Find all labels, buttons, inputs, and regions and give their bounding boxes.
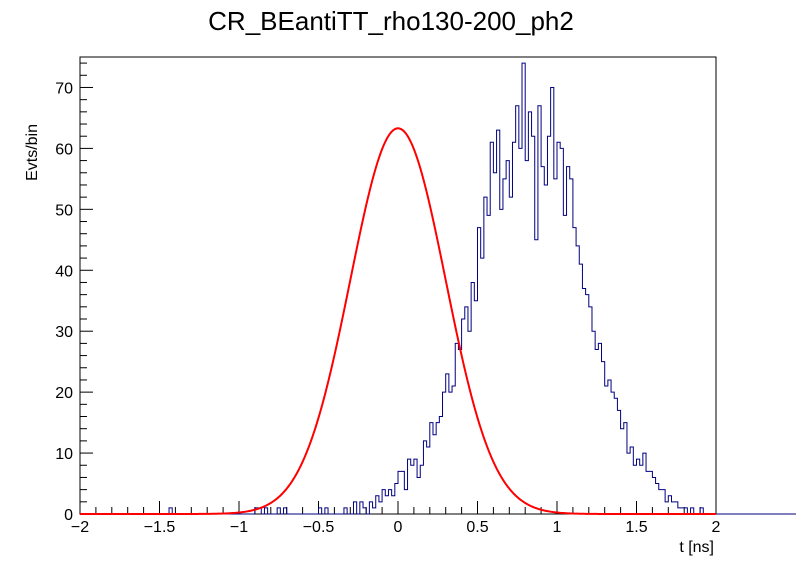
- histogram-bin: [481, 258, 484, 514]
- histogram-bin: [512, 142, 515, 514]
- histogram-bin: [544, 185, 547, 514]
- y-tick-label: 20: [55, 385, 73, 402]
- gaussian-fit-line: [80, 127, 716, 515]
- x-tick-label: −2: [71, 519, 89, 536]
- y-tick-label: 30: [55, 324, 73, 341]
- histogram-bin: [525, 161, 528, 514]
- histogram-bin: [579, 264, 582, 514]
- histogram-bin: [589, 307, 592, 514]
- chart-title: CR_BEantiTT_rho130-200_ph2: [208, 6, 574, 36]
- histogram-bin: [608, 380, 611, 514]
- y-tick-label: 10: [55, 446, 73, 463]
- histogram-bin: [554, 179, 557, 514]
- histogram-bin: [506, 161, 509, 514]
- histogram-bin: [582, 289, 585, 514]
- histogram-bin: [614, 398, 617, 514]
- y-tick-label: 0: [64, 507, 73, 524]
- histogram-bin: [433, 435, 436, 514]
- histogram-bin: [503, 179, 506, 514]
- x-tick-label: −1.5: [144, 519, 176, 536]
- x-tick-label: −0.5: [303, 519, 335, 536]
- histogram-bin: [595, 349, 598, 514]
- histogram-bin: [519, 148, 522, 514]
- x-tick-label: 0: [394, 519, 403, 536]
- x-tick-label: −1: [230, 519, 248, 536]
- x-tick-label: 1.5: [625, 519, 647, 536]
- histogram-bin: [567, 167, 570, 514]
- histogram-bin: [563, 215, 566, 514]
- y-axis-title: Evts/bin: [24, 124, 41, 181]
- histogram-bin: [541, 167, 544, 514]
- histogram-series: [80, 62, 796, 515]
- histogram-bin: [576, 246, 579, 514]
- histogram-bin: [458, 349, 461, 514]
- y-tick-label: 60: [55, 141, 73, 158]
- y-axis: 0 10 20 30 40 50 60 70: [55, 62, 93, 524]
- x-tick-label: 0.5: [466, 519, 488, 536]
- x-tick-label: 2: [712, 519, 721, 536]
- histogram-bin: [439, 417, 442, 514]
- histogram-bin: [640, 465, 643, 514]
- histogram-bin: [659, 490, 662, 514]
- histogram-bin: [427, 447, 430, 514]
- histogram-bin: [535, 240, 538, 514]
- fit-series: [80, 127, 716, 515]
- histogram-bin: [465, 307, 468, 514]
- histogram-bin: [671, 502, 674, 514]
- histogram-bin: [487, 215, 490, 514]
- histogram-bin: [404, 490, 407, 514]
- y-tick-label: 40: [55, 263, 73, 280]
- histogram-bin: [528, 112, 531, 514]
- histogram-bin: [621, 429, 624, 514]
- histogram-bin: [605, 386, 608, 514]
- histogram-bin: [557, 142, 560, 514]
- histogram-bin: [468, 331, 471, 514]
- histogram-bin: [627, 453, 630, 514]
- histogram-bin: [598, 343, 601, 514]
- histogram-bin: [452, 386, 455, 514]
- histogram-bin: [586, 295, 589, 514]
- histogram-bin: [500, 209, 503, 514]
- histogram-bin: [570, 179, 573, 514]
- histogram-bin: [392, 496, 395, 514]
- plot-frame: [79, 56, 717, 515]
- histogram-bin: [385, 496, 388, 514]
- histogram-bin: [573, 228, 576, 514]
- histogram-bin: [446, 374, 449, 514]
- histogram-bin: [592, 331, 595, 514]
- y-tick-label: 50: [55, 202, 73, 219]
- x-axis: −2 −1.5 −1 −0.5 0 0.5 1 1.5 2: [71, 501, 721, 536]
- histogram-bin: [611, 392, 614, 514]
- histogram-bin: [509, 197, 512, 514]
- histogram-outline: [80, 62, 796, 515]
- histogram-bin: [646, 471, 649, 514]
- histogram-bin: [547, 136, 550, 514]
- histogram-bin: [516, 106, 519, 514]
- x-tick-label: 1: [553, 519, 562, 536]
- histogram-bin: [436, 423, 439, 514]
- histogram-bin: [449, 392, 452, 514]
- y-tick-label: 70: [55, 80, 73, 97]
- histogram-bin: [373, 508, 376, 514]
- histogram-bin: [411, 465, 414, 514]
- histogram-bin: [417, 477, 420, 514]
- x-axis-title: t [ns]: [679, 539, 714, 556]
